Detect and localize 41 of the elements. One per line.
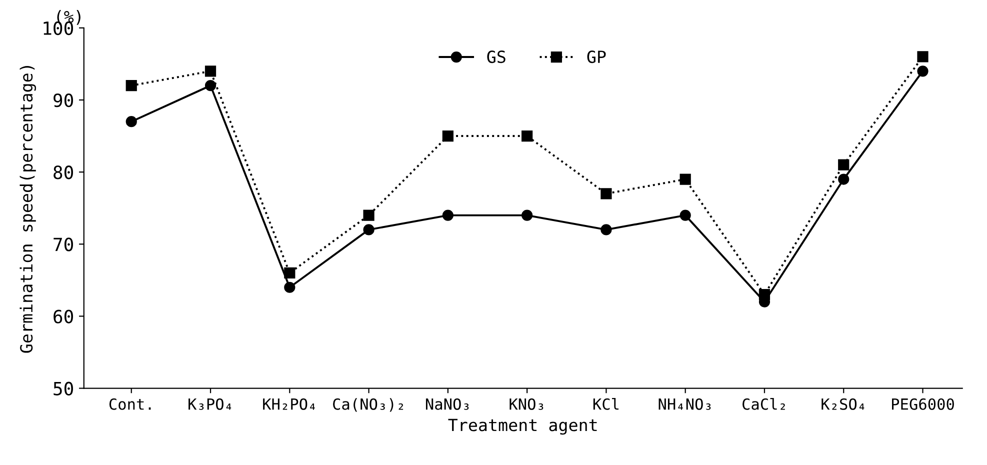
y-tick-label: 70	[54, 238, 73, 252]
x-tick-label: PEG6000	[892, 398, 954, 410]
x-tick-label: CaCl₂	[742, 398, 785, 410]
x-tick-label: K₃PO₄	[188, 398, 232, 410]
y-tick-label: 80	[54, 166, 73, 180]
point	[442, 130, 454, 142]
x-tick-label: KH₂PO₄	[263, 398, 315, 410]
x-tick-label: KNO₃	[510, 398, 544, 410]
point	[600, 188, 612, 200]
point	[680, 174, 691, 185]
point	[522, 210, 533, 221]
point	[442, 210, 454, 221]
point	[522, 130, 533, 142]
x-tick-label: NH₄NO₃	[658, 398, 711, 410]
point	[126, 80, 137, 92]
point	[126, 116, 137, 128]
point	[204, 66, 216, 77]
legend-label: GP	[587, 50, 606, 64]
y-axis-title: Germination speed(percentage)	[20, 66, 36, 353]
x-tick-label: K₂SO₄	[822, 398, 864, 410]
x-tick-label: KCl	[593, 398, 619, 410]
point	[284, 282, 296, 293]
legend-label: GS	[487, 50, 506, 64]
point	[204, 80, 216, 92]
point	[838, 159, 850, 170]
y-tick-label: 50	[54, 382, 73, 396]
x-tick-label: Ca(NO₃)₂	[333, 398, 404, 412]
point	[284, 267, 296, 279]
x-tick-label: NaNO₃	[426, 398, 469, 410]
point	[600, 224, 612, 236]
point	[680, 210, 691, 221]
point	[363, 224, 374, 236]
point	[838, 174, 850, 185]
y-tick-label: 90	[54, 93, 73, 108]
point	[917, 66, 928, 77]
x-axis-title: Treatment agent	[448, 418, 597, 435]
y-tick-label: 60	[54, 310, 73, 324]
point	[758, 289, 770, 300]
x-tick-label: Cont.	[109, 398, 151, 410]
point	[917, 51, 928, 62]
point	[363, 210, 374, 221]
